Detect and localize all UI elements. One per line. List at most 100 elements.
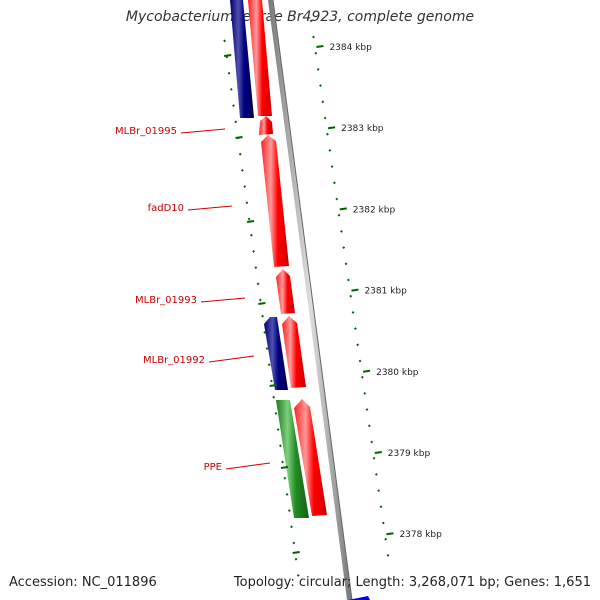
scale-minor-tick [314, 51, 318, 55]
inner-minor-tick [283, 476, 287, 480]
inner-major-tick [258, 302, 266, 305]
scale-minor-tick [316, 68, 320, 71]
scale-tick-label: 2379 kbp [388, 449, 431, 459]
gene-label-leader [200, 297, 246, 303]
scale-tick-label: 2381 kbp [364, 287, 407, 297]
scale-minor-tick [349, 294, 353, 298]
scale-minor-tick [386, 553, 390, 557]
genome-summary: Topology: circular; Length: 3,268,071 bp… [233, 575, 591, 590]
scale-minor-tick [358, 359, 362, 363]
backbone-ring [268, 0, 352, 600]
scale-minor-tick [342, 246, 346, 249]
inner-major-tick [235, 136, 243, 139]
scale-major-tick [362, 369, 371, 373]
scale-tick-label: 2383 kbp [341, 124, 384, 134]
inner-minor-tick [274, 412, 278, 415]
inner-minor-tick [290, 525, 293, 529]
scale-tick-label: 2382 kbp [353, 205, 396, 215]
gene-label[interactable]: MLBr_01992 [143, 355, 205, 366]
scale-minor-tick [340, 230, 343, 233]
gene-label-leader [208, 355, 255, 363]
forward-cds-fadd10 [261, 135, 289, 267]
inner-minor-tick [267, 363, 271, 367]
scale-major-tick [351, 288, 359, 292]
map-title: Mycobacterium leprae Br4923, complete ge… [125, 9, 475, 25]
inner-minor-tick [292, 541, 296, 545]
inner-major-tick [292, 551, 300, 554]
scale-minor-tick [328, 149, 332, 152]
inner-minor-tick [223, 39, 226, 43]
scale-minor-tick [370, 440, 374, 444]
scale-tick-label: 2380 kbp [376, 368, 419, 378]
inner-minor-tick [241, 169, 244, 172]
scale-minor-tick [365, 408, 369, 411]
inner-minor-tick [254, 266, 258, 269]
inner-minor-tick [263, 331, 267, 334]
forward-cds-ppe [294, 399, 327, 516]
inner-minor-tick [272, 395, 276, 399]
scale-minor-tick [381, 521, 385, 525]
inner-minor-tick [287, 509, 291, 512]
forward-cds-top [248, 0, 272, 116]
inner-minor-tick [258, 298, 262, 302]
scale-minor-tick [335, 197, 339, 201]
inner-minor-tick [296, 573, 300, 577]
scale-major-tick [374, 451, 382, 454]
scale-minor-tick [333, 181, 336, 185]
scale-minor-tick [337, 213, 341, 217]
scale-major-tick [316, 45, 324, 48]
gene-label-leader [187, 205, 233, 211]
reverse-cds-top [230, 0, 254, 118]
inner-major-tick [269, 384, 277, 387]
forward-cds-mlbr-01992 [282, 316, 306, 388]
scale-minor-tick [379, 505, 383, 509]
inner-minor-tick [278, 444, 282, 448]
reverse-cds-mlbr-01992 [264, 317, 288, 390]
gene-label-leader [225, 462, 271, 470]
scale-minor-tick [347, 278, 350, 282]
scale-major-tick [327, 126, 336, 130]
inner-minor-tick [276, 428, 280, 431]
inner-minor-tick [227, 71, 231, 75]
scale-tick-label: 2384 kbp [329, 43, 372, 53]
backbone-ring-edge [272, 0, 353, 600]
scale-minor-tick [330, 165, 334, 168]
scale-minor-tick [360, 375, 364, 379]
inner-minor-tick [256, 282, 260, 286]
inner-minor-tick [232, 104, 235, 108]
gene-label[interactable]: MLBr_01995 [115, 126, 177, 137]
scale-minor-tick [363, 392, 367, 395]
inner-major-tick [280, 466, 289, 469]
gene-label[interactable]: PPE [204, 462, 222, 473]
scale-minor-tick [384, 537, 388, 541]
scale-minor-tick [309, 19, 313, 23]
scale-major-tick [386, 532, 394, 536]
scale-minor-tick [356, 343, 360, 347]
scale-major-tick [339, 207, 347, 211]
scale-tick-label: 2378 kbp [399, 530, 442, 540]
scale-minor-tick [319, 84, 322, 88]
pseudogene-ppe [276, 400, 309, 518]
inner-minor-tick [261, 314, 264, 318]
inner-minor-tick [294, 557, 298, 561]
scale-minor-tick [377, 489, 381, 492]
inner-minor-tick [285, 493, 289, 496]
gene-label[interactable]: fadD10 [148, 203, 184, 214]
inner-minor-tick [270, 379, 273, 383]
accession-label: Accession: NC_011896 [9, 575, 157, 590]
scale-minor-tick [372, 456, 376, 460]
inner-minor-tick [247, 217, 251, 221]
scale-minor-tick [367, 424, 371, 428]
scale-minor-tick [323, 116, 327, 120]
inner-minor-tick [238, 152, 242, 156]
inner-minor-tick [249, 233, 253, 237]
inner-minor-tick [252, 250, 256, 253]
inner-minor-tick [243, 185, 247, 188]
scale-minor-tick [351, 311, 355, 314]
inner-major-tick [224, 54, 232, 57]
scale-minor-tick [374, 473, 378, 476]
inner-minor-tick [229, 87, 233, 91]
gene-label[interactable]: MLBr_01993 [135, 295, 197, 306]
scale-minor-tick [312, 35, 315, 39]
